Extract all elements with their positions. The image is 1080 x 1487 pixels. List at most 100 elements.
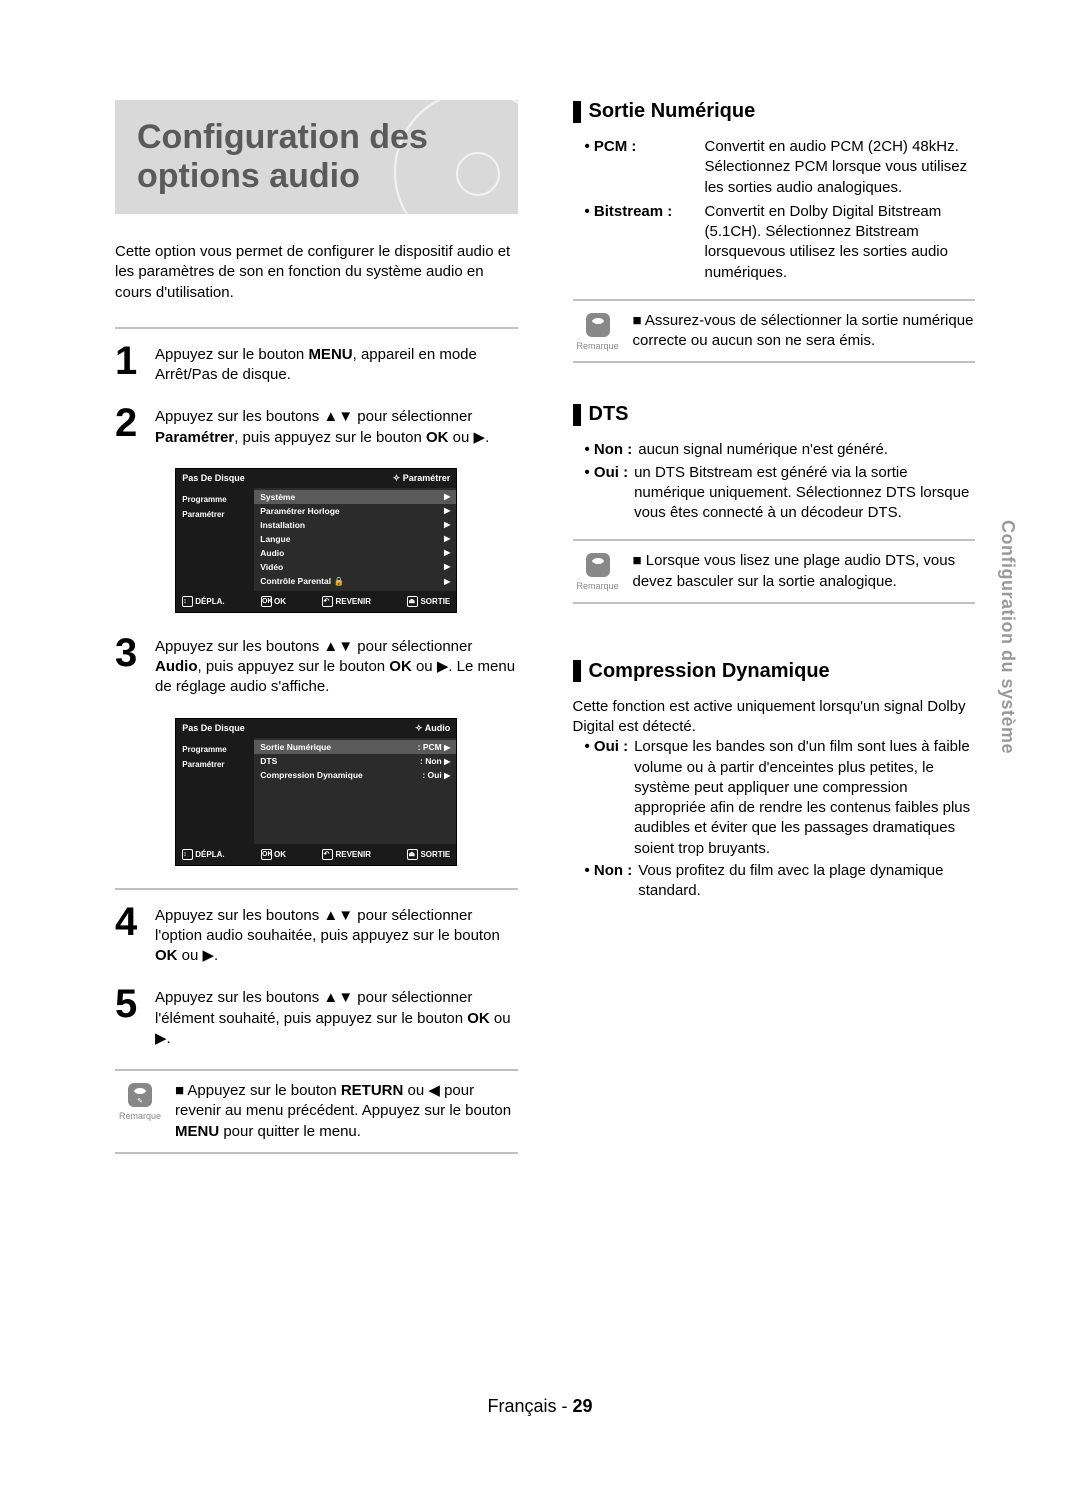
spacer: [573, 620, 976, 660]
txt: Appuyez sur le bouton: [155, 346, 308, 363]
note-badge: Remarque: [573, 551, 623, 592]
step-number: 1: [115, 343, 145, 386]
osd-main: Système▶ Paramétrer Horloge▶ Installatio…: [254, 488, 456, 591]
term: • PCM :: [573, 137, 705, 198]
bold: MENU: [308, 346, 352, 363]
note-badge: ✎ Remarque: [115, 1081, 165, 1142]
osd-title: Pas De Disque: [182, 723, 245, 734]
osd-key: ↕DÉPLA.: [182, 596, 224, 607]
osd-row: Vidéo▶: [254, 560, 456, 574]
bold: OK: [155, 947, 178, 964]
osd-label: Langue: [260, 534, 290, 544]
note-icon: [584, 311, 612, 339]
bullet-list: • Oui : Lorsque les bandes son d'un film…: [573, 737, 976, 901]
key-icon: ↕: [182, 849, 193, 860]
osd-row: Paramétrer Horloge▶: [254, 504, 456, 518]
arrow-icon: ▶: [444, 506, 450, 515]
label: • Non :: [585, 861, 633, 902]
arrow-icon: ▶: [444, 492, 450, 501]
page: Configuration des options audio Cette op…: [0, 0, 1080, 1487]
step-number: 3: [115, 635, 145, 698]
txt: , puis appuyez sur le bouton: [234, 429, 426, 446]
key-label: SORTIE: [420, 850, 450, 859]
list-item: • Oui : Lorsque les bandes son d'un film…: [585, 737, 976, 859]
page-title: Configuration des options audio: [137, 118, 496, 196]
step-2: 2 Appuyez sur les boutons ▲▼ pour sélect…: [115, 405, 518, 448]
title-box: Configuration des options audio: [115, 100, 518, 214]
osd-main: Sortie Numérique: PCM ▶ DTS: Non ▶ Compr…: [254, 738, 456, 844]
page-number: 29: [573, 1396, 593, 1416]
step-number: 4: [115, 904, 145, 967]
divider: [115, 327, 518, 329]
side-tab: Configuration du système: [997, 520, 1018, 754]
svg-text:✎: ✎: [137, 1098, 143, 1105]
txt: Appuyez sur les boutons ▲▼ pour sélectio…: [155, 989, 472, 1026]
osd-body: Programme Paramétrer Système▶ Paramétrer…: [176, 488, 456, 591]
note-label: Remarque: [573, 341, 623, 351]
txt: Lorsque vous lisez une plage audio DTS, …: [633, 552, 956, 589]
osd-row: Système▶: [254, 490, 456, 504]
bold: OK: [389, 658, 412, 675]
definition-row: • PCM : Convertit en audio PCM (2CH) 48k…: [573, 137, 976, 198]
intro-text: Cette option vous permet de configurer l…: [115, 242, 518, 303]
bullet: ■: [633, 312, 642, 329]
txt: Appuyez sur le bouton: [187, 1082, 340, 1099]
note-icon: ✎: [126, 1081, 154, 1109]
bold: OK: [467, 1010, 490, 1027]
osd-key: ↕DÉPLA.: [182, 849, 224, 860]
osd-title: Pas De Disque: [182, 473, 245, 484]
key-label: DÉPLA.: [195, 850, 224, 859]
key-icon: OK: [261, 849, 272, 860]
osd-row: Installation▶: [254, 518, 456, 532]
section-head: Sortie Numérique: [573, 100, 976, 123]
bold: MENU: [175, 1123, 219, 1140]
key-label: OK: [274, 850, 286, 859]
key-label: SORTIE: [420, 597, 450, 606]
spacer: [573, 379, 976, 403]
osd-key: OKOK: [261, 596, 286, 607]
key-label: DÉPLA.: [195, 597, 224, 606]
note-label: Remarque: [115, 1111, 165, 1121]
step-text: Appuyez sur les boutons ▲▼ pour sélectio…: [155, 904, 518, 967]
key-label: REVENIR: [335, 850, 371, 859]
txt: Appuyez sur les boutons ▲▼ pour sélectio…: [155, 638, 472, 655]
osd-label: Contrôle Parental 🔒: [260, 576, 344, 587]
arrow-icon: ▶: [444, 757, 450, 766]
osd-label: DTS: [260, 756, 277, 766]
key-icon: ↶: [322, 596, 333, 607]
txt: ou ▶.: [178, 947, 219, 964]
note-badge: Remarque: [573, 311, 623, 352]
note-text: ■ Appuyez sur le bouton RETURN ou ◀ pour…: [175, 1081, 518, 1142]
osd-key: ↶REVENIR: [322, 596, 371, 607]
osd-header: Pas De Disque ✧ Paramétrer: [176, 469, 456, 488]
osd-row: Langue ▶: [254, 532, 456, 546]
section-head: Compression Dynamique: [573, 660, 976, 683]
key-label: REVENIR: [335, 597, 371, 606]
key-icon: ⏏: [407, 596, 418, 607]
label: • Oui :: [585, 737, 629, 859]
key-icon: ↕: [182, 596, 193, 607]
osd-key: OKOK: [261, 849, 286, 860]
desc: Vous profitez du film avec la plage dyna…: [638, 861, 975, 902]
osd-label: Sortie Numérique: [260, 742, 331, 752]
val: : Oui: [422, 770, 441, 780]
list-item: • Oui : un DTS Bitstream est généré via …: [585, 463, 976, 524]
section-title: Compression Dynamique: [589, 660, 830, 683]
bold: Paramétrer: [155, 429, 234, 446]
note-box: Remarque ■ Assurez-vous de sélectionner …: [573, 299, 976, 364]
osd-label: Compression Dynamique: [260, 770, 363, 780]
bullet: ■: [633, 552, 642, 569]
arrow-icon: ▶: [444, 534, 450, 543]
page-footer: Français - 29: [0, 1396, 1080, 1417]
osd-screenshot-1: Pas De Disque ✧ Paramétrer Programme Par…: [175, 468, 457, 613]
txt: Appuyez sur les boutons ▲▼ pour sélectio…: [155, 408, 472, 425]
osd-sidebar: Programme Paramétrer: [176, 738, 254, 844]
osd-row: Compression Dynamique: Oui ▶: [254, 768, 456, 782]
section-title: Sortie Numérique: [589, 100, 756, 123]
section-bar-icon: [573, 404, 581, 426]
definition-row: • Bitstream : Convertit en Dolby Digital…: [573, 202, 976, 283]
step-text: Appuyez sur le bouton MENU, appareil en …: [155, 343, 518, 386]
osd-section: ✧ Audio: [415, 723, 450, 734]
osd-body: Programme Paramétrer Sortie Numérique: P…: [176, 738, 456, 844]
osd-key: ↶REVENIR: [322, 849, 371, 860]
